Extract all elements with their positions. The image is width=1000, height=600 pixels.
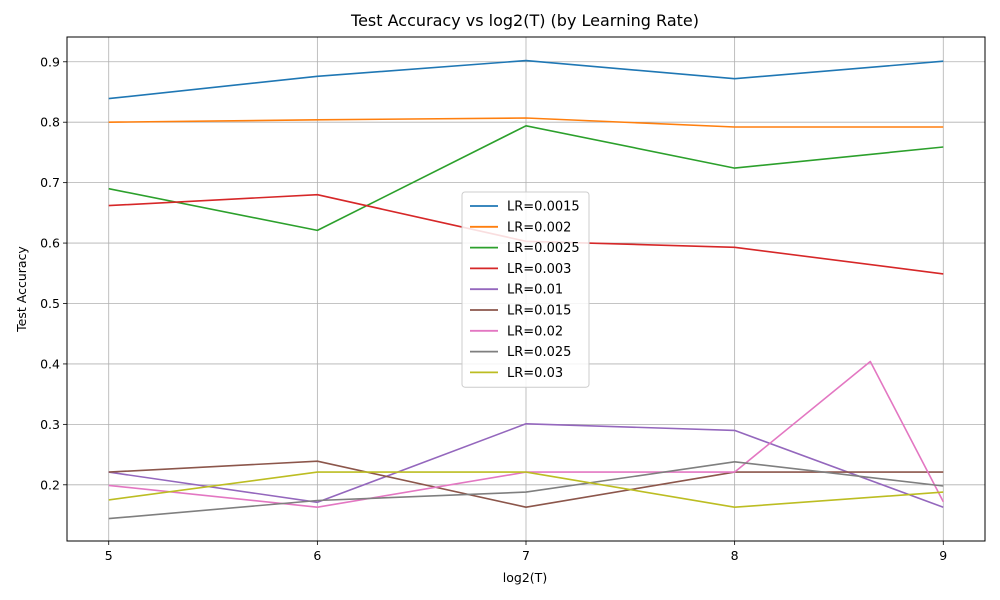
- series-line-8: [108, 471, 944, 509]
- series-line-0: [108, 59, 944, 100]
- x-tick-label: 5: [105, 548, 113, 563]
- legend: LR=0.0015 LR=0.002 LR=0.0025 LR=0.003 LR=0.0…: [461, 191, 590, 388]
- legend-entry-label: LR=0.003: [507, 262, 571, 277]
- legend-box: [461, 191, 590, 388]
- axis-ticks: 5 6 7 8 9 0.2 0.3 0.4 0.5 0.6 0.7 0.8 0.9: [40, 54, 947, 563]
- y-tick-label: 0.7: [40, 175, 60, 190]
- legend-entry-label: LR=0.01: [507, 283, 563, 298]
- series-line-1: [108, 117, 944, 128]
- legend-entry-label: LR=0.015: [507, 304, 571, 319]
- legend-entry-label: LR=0.02: [507, 324, 563, 339]
- y-tick-label: 0.6: [40, 236, 60, 251]
- y-tick-label: 0.4: [40, 356, 60, 371]
- chart-title: Test Accuracy vs log2(T) (by Learning Ra…: [350, 11, 699, 30]
- x-tick-label: 7: [522, 548, 530, 563]
- y-tick-label: 0.2: [40, 477, 60, 492]
- y-tick-label: 0.3: [40, 417, 60, 432]
- x-tick-label: 9: [939, 548, 947, 563]
- y-tick-label: 0.5: [40, 296, 60, 311]
- legend-entry-label: LR=0.0025: [507, 241, 580, 256]
- series-line-4: [108, 422, 944, 508]
- series-line-2: [108, 125, 944, 232]
- legend-entry-label: LR=0.025: [507, 345, 571, 360]
- x-tick-label: 8: [731, 548, 739, 563]
- legend-entry-label: LR=0.0015: [507, 200, 580, 215]
- y-axis-label: Test Accuracy: [14, 246, 29, 333]
- series-line-7: [108, 460, 944, 520]
- legend-entry-label: LR=0.03: [507, 366, 563, 381]
- y-tick-label: 0.8: [40, 115, 60, 130]
- legend-entry-label: LR=0.002: [507, 220, 571, 235]
- x-axis-label: log2(T): [503, 570, 547, 585]
- y-tick-label: 0.9: [40, 54, 60, 69]
- series-line-5: [108, 460, 944, 509]
- x-tick-label: 6: [313, 548, 321, 563]
